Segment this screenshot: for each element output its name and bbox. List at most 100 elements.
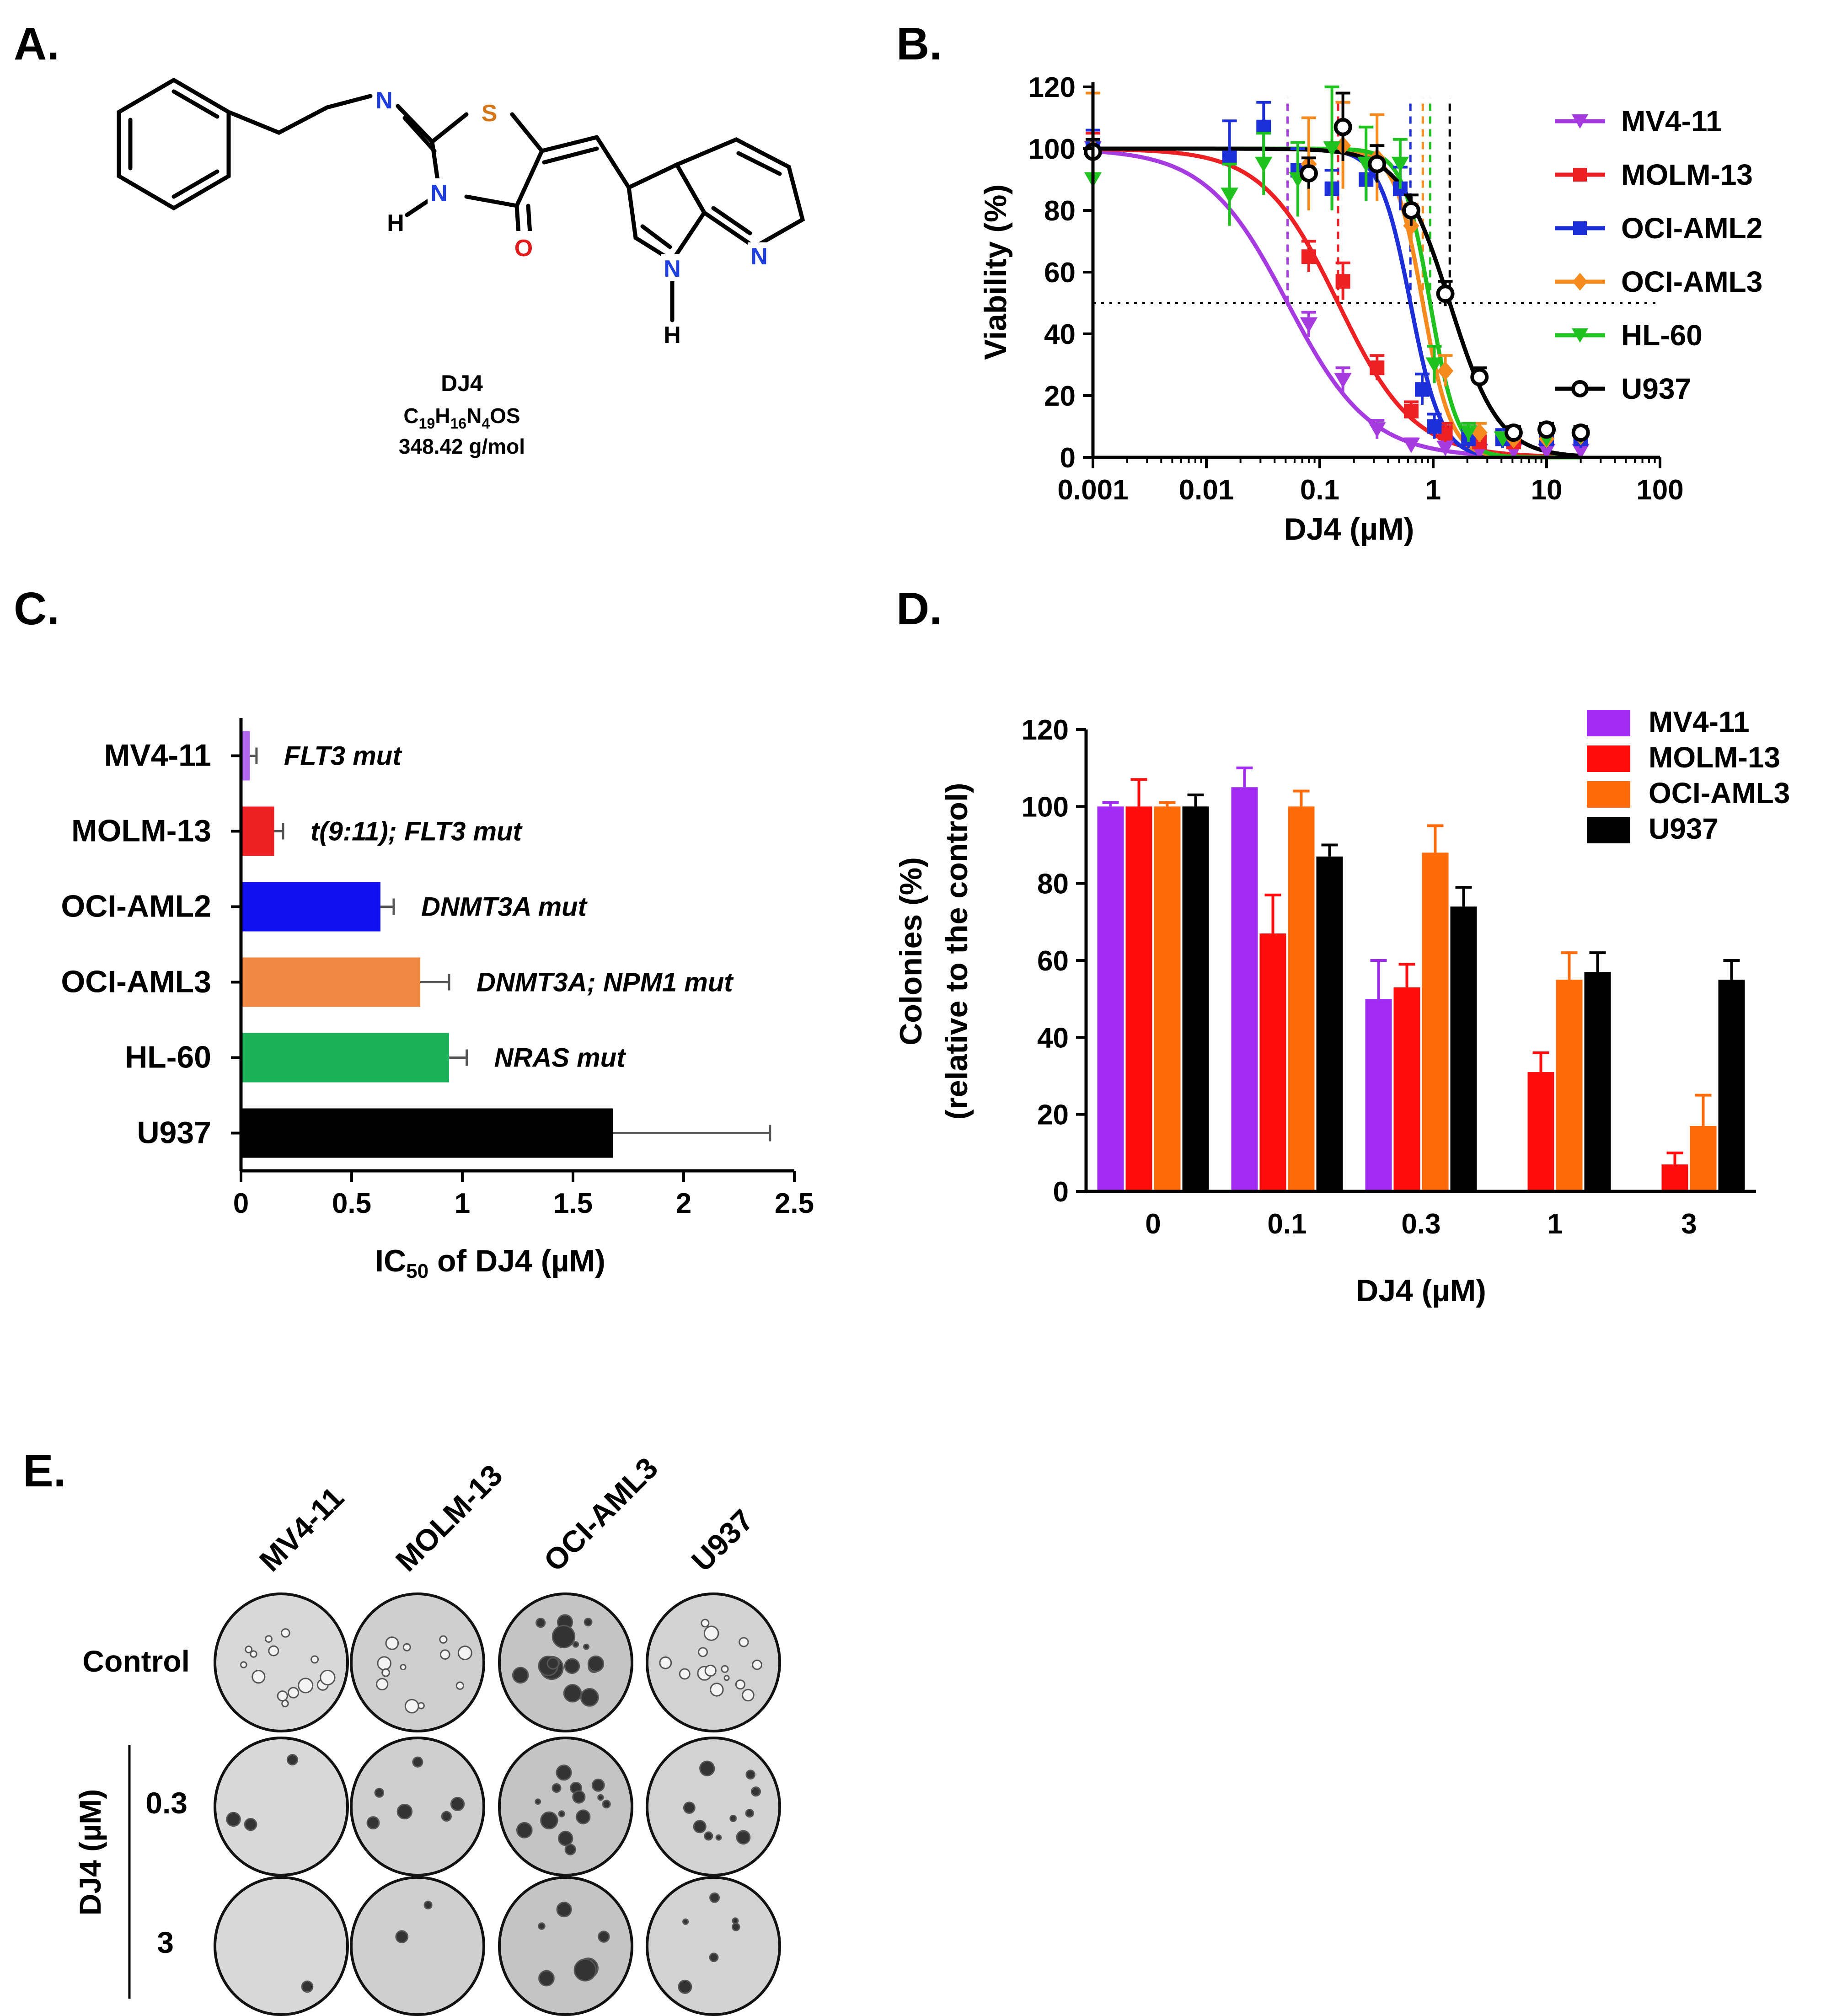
bar-5 bbox=[241, 1108, 613, 1158]
y-tick-label-6: 120 bbox=[1028, 72, 1076, 103]
colony-0-2-3 bbox=[552, 1625, 576, 1649]
point-5-1 bbox=[1299, 164, 1318, 182]
bar-1-4 bbox=[1661, 1164, 1688, 1191]
colony-0-0-1 bbox=[277, 1690, 288, 1702]
bar-1-3 bbox=[1527, 1072, 1554, 1191]
column-label-2: OCI-AML3 bbox=[537, 1451, 664, 1578]
legend-marker-2 bbox=[1573, 221, 1587, 235]
colony-0-1-11 bbox=[457, 1646, 472, 1661]
colony-1-3-2 bbox=[745, 1809, 754, 1818]
bar-3 bbox=[241, 957, 421, 1007]
x-tick-label-2: 0.1 bbox=[1300, 474, 1339, 506]
panel-c-letter: C. bbox=[14, 583, 59, 634]
atom-n-pyrrole: N bbox=[664, 256, 681, 282]
colony-1-2-11 bbox=[558, 1810, 565, 1818]
colony-0-2-6 bbox=[512, 1667, 529, 1684]
mutation-label-3: DNMT3A; NPM1 mut bbox=[477, 968, 734, 997]
y-tick-label-0: 0 bbox=[1060, 442, 1076, 474]
point-5-9 bbox=[1571, 424, 1590, 442]
colony-2-3-5 bbox=[682, 1918, 689, 1925]
bar-3-1 bbox=[1316, 856, 1343, 1191]
colony-0-3-6 bbox=[701, 1619, 710, 1628]
point-5-4 bbox=[1402, 201, 1420, 220]
point-0-3 bbox=[1368, 422, 1386, 438]
colony-1-2-12 bbox=[556, 1764, 572, 1781]
y-tick-label-3: 60 bbox=[1037, 945, 1069, 977]
colony-0-0-10 bbox=[265, 1635, 273, 1643]
colony-2-2-4 bbox=[538, 1922, 546, 1930]
colony-1-1-1 bbox=[396, 1803, 413, 1820]
category-label-3: OCI-AML3 bbox=[61, 965, 211, 999]
y-tick-label-2: 40 bbox=[1037, 1022, 1069, 1054]
colony-bar-chart: 0 0.1 0.3 1 3 0 20 40 60 80 100 120 DJ4 (µM) Colonies… bbox=[894, 705, 1790, 1308]
atom-n-ring: N bbox=[430, 180, 448, 207]
colony-0-2-2 bbox=[563, 1684, 582, 1703]
x-axis-title: DJ4 (µM) bbox=[1356, 1273, 1486, 1308]
colony-2-3-0 bbox=[709, 1892, 720, 1903]
legend-label-0: MV4-11 bbox=[1621, 105, 1722, 138]
point-4-1 bbox=[1221, 188, 1238, 203]
category-label-5: U937 bbox=[137, 1115, 211, 1150]
colony-1-3-8 bbox=[699, 1760, 715, 1776]
colony-2-1-1 bbox=[395, 1930, 408, 1943]
fit-curve-5 bbox=[1093, 146, 1581, 458]
point-1-1 bbox=[1301, 249, 1316, 264]
bar-1 bbox=[241, 806, 274, 856]
colony-1-0-1 bbox=[244, 1818, 257, 1831]
x-tick-label-4: 2 bbox=[676, 1188, 691, 1219]
category-label-2: OCI-AML2 bbox=[61, 889, 211, 924]
colony-0-0-11 bbox=[311, 1655, 319, 1664]
panel-e-letter: E. bbox=[23, 1445, 66, 1496]
colony-1-3-7 bbox=[729, 1815, 737, 1822]
plate-1-0 bbox=[214, 1737, 349, 1877]
mutation-label-0: FLT3 mut bbox=[284, 741, 402, 771]
bar-1-0 bbox=[1125, 806, 1152, 1191]
legend-marker-5 bbox=[1571, 380, 1589, 397]
atom-n-pyridine: N bbox=[750, 243, 768, 270]
colony-1-1-2 bbox=[374, 1788, 385, 1798]
colony-1-3-5 bbox=[745, 1769, 755, 1780]
mutation-label-4: NRAS mut bbox=[494, 1043, 627, 1073]
point-0-5 bbox=[1436, 440, 1454, 456]
atom-h-ring: H bbox=[387, 210, 404, 236]
y-tick-label-5: 100 bbox=[1022, 791, 1069, 823]
colony-0-3-5 bbox=[703, 1625, 719, 1641]
plate-2-0 bbox=[214, 1876, 349, 2016]
y-tick-label-1: 20 bbox=[1044, 381, 1076, 412]
point-5-6 bbox=[1470, 368, 1489, 386]
colony-1-2-3 bbox=[597, 1794, 604, 1801]
colony-0-1-10 bbox=[404, 1699, 419, 1714]
colony-0-1-6 bbox=[439, 1649, 450, 1660]
x-tick-label-1: 0.01 bbox=[1179, 474, 1234, 506]
colony-1-2-2 bbox=[535, 1798, 541, 1805]
y-axis-title-line1: Colonies (%) bbox=[894, 857, 928, 1046]
colony-1-1-3 bbox=[412, 1756, 423, 1768]
colony-0-3-12 bbox=[742, 1689, 755, 1702]
mutation-label-2: DNMT3A mut bbox=[421, 892, 588, 922]
column-label-3: U937 bbox=[685, 1503, 760, 1578]
ic50-bar-chart: MV4-11 FLT3 mut MOLM-13 t(9:11); FLT3 mut OC… bbox=[61, 718, 814, 1282]
colony-0-3-4 bbox=[752, 1659, 762, 1670]
y-tick-label-3: 60 bbox=[1044, 257, 1076, 289]
compound-mass: 348.42 g/mol bbox=[399, 434, 525, 458]
colony-0-0-8 bbox=[298, 1678, 314, 1694]
fit-curve-1 bbox=[1092, 147, 1581, 459]
x-axis-title: IC50 of DJ4 (µM) bbox=[375, 1244, 605, 1282]
bar-0-1 bbox=[1231, 787, 1258, 1191]
atom-h-pyrrole: H bbox=[664, 322, 681, 349]
compound-name: DJ4 bbox=[441, 370, 483, 396]
legend-marker-3 bbox=[1572, 273, 1588, 291]
point-4-6 bbox=[1391, 156, 1409, 172]
point-0-8 bbox=[1537, 444, 1556, 460]
colony-0-3-2 bbox=[698, 1647, 708, 1657]
plate-1-2 bbox=[498, 1737, 633, 1877]
legend-swatch-1 bbox=[1587, 745, 1630, 772]
point-2-7 bbox=[1414, 382, 1430, 397]
colony-1-3-0 bbox=[715, 1834, 722, 1841]
point-3-5 bbox=[1437, 361, 1454, 381]
plate-2-3 bbox=[646, 1876, 781, 2016]
colony-1-0-0 bbox=[226, 1812, 241, 1827]
x-tick-label-3: 1 bbox=[1547, 1208, 1563, 1240]
y-tick-label-1: 20 bbox=[1037, 1099, 1069, 1131]
